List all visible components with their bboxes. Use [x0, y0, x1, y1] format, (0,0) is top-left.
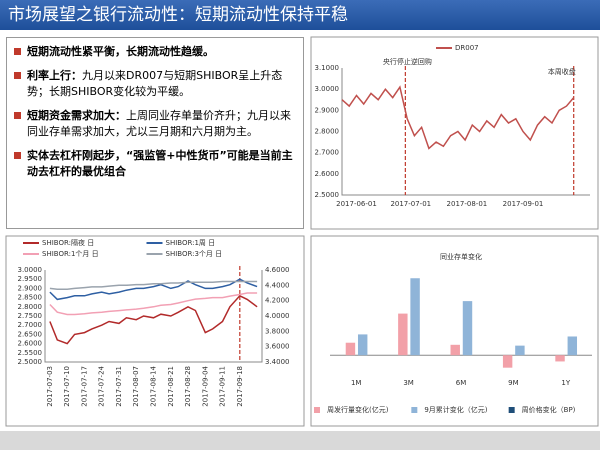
legend-label: SHIBOR:隔夜 日: [42, 238, 94, 247]
y-tick-label: 2.8000: [18, 303, 43, 311]
legend-swatch: [508, 407, 515, 413]
panel: [310, 36, 599, 230]
bullet-text: 九月以来DR007与短期SHIBOR呈上升态势；长期SHIBOR变化较为平缓。: [27, 69, 283, 98]
y-tick-label: 2.5000: [18, 358, 43, 366]
y-tick-label: 2.9500: [18, 275, 43, 283]
legend-swatch: [411, 407, 418, 413]
x-tick-label: 2017-08-07: [132, 366, 140, 407]
x-tick-label: 2017-09-04: [201, 365, 209, 406]
x-tick-label: 2017-07-10: [63, 366, 71, 407]
bar: [567, 336, 578, 356]
x-tick-label: 2017-08-01: [447, 200, 488, 208]
y-tick-label: 2.5000: [315, 191, 340, 199]
legend-label: 周价格变化（BP): [522, 405, 576, 414]
x-tick-label: 1Y: [561, 379, 570, 387]
y2-tick-label: 4.2000: [265, 297, 290, 305]
annotation: 本周收盘: [548, 67, 576, 76]
bar: [345, 342, 356, 356]
x-tick-label: 2017-08-21: [167, 366, 175, 407]
y-tick-label: 2.7000: [315, 149, 340, 157]
bar: [398, 313, 408, 356]
x-tick-label: 2017-07-01: [390, 200, 431, 208]
footer-bar: [0, 431, 600, 450]
bullet: 利率上行：九月以来DR007与短期SHIBOR呈上升态势；长期SHIBOR变化较…: [14, 68, 295, 100]
y-tick-label: 2.8500: [18, 294, 43, 302]
panel: [310, 235, 599, 427]
legend-label: SHIBOR:3个月 日: [166, 250, 223, 258]
text-panel: 短期流动性紧平衡，长期流动性趋缓。 利率上行：九月以来DR007与短期SHIBO…: [6, 37, 304, 229]
y-tick-label: 2.6500: [18, 330, 43, 338]
x-tick-label: 2017-08-14: [150, 365, 158, 406]
x-tick-label: 6M: [456, 379, 467, 387]
x-tick-label: 2017-09-11: [219, 366, 227, 407]
axis-line: [44, 270, 263, 363]
y2-tick-label: 4.4000: [265, 281, 290, 289]
x-tick-label: 9M: [508, 379, 519, 387]
bullet-head: 实体去杠杆刚起步，“强监管+中性货币”可能是当前主动去杠杆的最优组合: [27, 149, 293, 178]
bar: [515, 345, 525, 356]
series-line: [49, 292, 258, 316]
axis-line: [341, 68, 590, 196]
y-tick-label: 2.8000: [315, 128, 340, 136]
bullet: 短期流动性紧平衡，长期流动性趋缓。: [14, 44, 295, 60]
panel: [5, 235, 305, 427]
bar: [410, 278, 420, 356]
y2-tick-label: 3.8000: [265, 327, 290, 335]
x-tick-label: 2017-08-28: [184, 366, 192, 407]
y-tick-label: 2.7500: [18, 312, 43, 320]
legend-label: 周发行量变化(亿元): [327, 405, 389, 414]
bullet: 实体去杠杆刚起步，“强监管+中性货币”可能是当前主动去杠杆的最优组合: [14, 148, 295, 180]
annotation: 央行停止逆回购: [383, 57, 432, 66]
y2-tick-label: 3.4000: [265, 358, 290, 366]
chart-title: 同业存单变化: [440, 252, 482, 261]
y-tick-label: 2.9000: [18, 284, 43, 292]
x-tick-label: 2017-07-03: [46, 366, 54, 407]
bullet-head: 利率上行：: [27, 69, 82, 82]
legend-label: SHIBOR:1周 日: [166, 239, 216, 247]
y-tick-label: 2.6000: [315, 170, 340, 178]
series-line: [49, 280, 258, 290]
series-line: [49, 294, 258, 345]
bar: [502, 355, 513, 368]
bar: [555, 355, 565, 362]
y2-tick-label: 4.0000: [265, 312, 290, 320]
legend-label: DR007: [455, 44, 479, 52]
series-line: [49, 278, 258, 301]
x-tick-label: 2017-07-31: [115, 366, 123, 407]
y-tick-label: 3.0000: [315, 85, 340, 93]
x-tick-label: 1M: [351, 379, 362, 387]
y-tick-label: 2.7000: [18, 321, 43, 329]
bullet-text: 上周同业存单量价齐升；九月以来同业存单需求加大，尤以三月期和六月期为主。: [27, 109, 291, 138]
bullet-head: 短期资金需求加大：: [27, 109, 126, 122]
bar: [357, 334, 368, 356]
y-tick-label: 3.1000: [315, 64, 340, 72]
legend-swatch: [314, 407, 320, 413]
y2-tick-label: 3.6000: [265, 343, 290, 351]
bullet: 短期资金需求加大：上周同业存单量价齐升；九月以来同业存单需求加大，尤以三月期和六…: [14, 108, 295, 140]
y-tick-label: 3.0000: [18, 266, 43, 274]
x-tick-label: 3M: [403, 379, 414, 387]
y-tick-label: 2.9000: [315, 106, 340, 114]
x-tick-label: 2017-09-01: [503, 200, 544, 208]
x-tick-label: 2017-06-01: [336, 200, 377, 208]
legend-label: 9月累计变化（亿元): [424, 405, 487, 414]
legend-label: SHIBOR:1个月 日: [42, 250, 99, 258]
y2-tick-label: 4.6000: [265, 266, 290, 274]
x-tick-label: 2017-09-18: [236, 366, 244, 407]
series-line: [341, 85, 575, 150]
bar: [462, 301, 473, 356]
x-tick-label: 2017-07-24: [98, 365, 106, 406]
bullet-head: 短期流动性紧平衡，长期流动性趋缓。: [27, 45, 214, 58]
y-tick-label: 2.6000: [18, 340, 43, 348]
y-tick-label: 2.5500: [18, 349, 43, 357]
bar: [450, 344, 460, 356]
x-tick-label: 2017-07-17: [80, 366, 88, 407]
slide-title: 市场展望之银行流动性：短期流动性保持平稳: [0, 0, 600, 30]
